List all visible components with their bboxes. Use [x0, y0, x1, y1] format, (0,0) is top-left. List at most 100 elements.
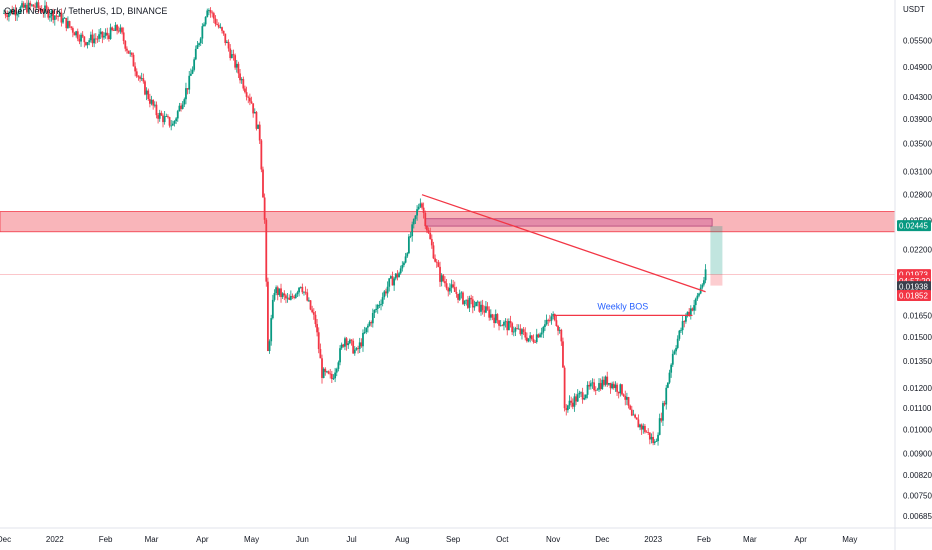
candle-body	[494, 314, 497, 324]
position-target-zone[interactable]	[710, 226, 723, 275]
candle-body	[180, 105, 182, 109]
candle-body	[585, 394, 587, 399]
candle-body	[517, 328, 520, 330]
candle-body	[704, 269, 707, 281]
candle-body	[357, 348, 359, 350]
candle-body	[139, 76, 141, 79]
candle-body	[403, 262, 405, 266]
candle-body	[214, 18, 217, 25]
candle-body	[593, 382, 596, 391]
candle-body	[201, 26, 204, 39]
candle-body	[160, 112, 163, 116]
price-tick-label: 0.05500	[903, 37, 932, 46]
candle-body	[640, 424, 643, 430]
candle-body	[665, 387, 668, 405]
candle-body	[653, 441, 656, 444]
order-block[interactable]	[424, 218, 713, 227]
candle-body	[58, 12, 61, 17]
candle-body	[616, 384, 618, 392]
candle-body	[693, 305, 696, 311]
candle-body	[89, 34, 92, 41]
candle-body	[639, 424, 641, 428]
candle-body	[142, 78, 145, 82]
candle-body	[339, 348, 341, 363]
candle-body	[634, 414, 636, 418]
candle-body	[540, 332, 543, 335]
price-badge-label: 0.01938	[899, 283, 928, 292]
candle-body	[462, 292, 464, 305]
candle-body	[224, 33, 227, 43]
candle-body	[119, 27, 122, 32]
candle-body	[589, 383, 592, 387]
candle-body	[222, 30, 225, 34]
candle-body	[263, 197, 266, 220]
candle-body	[691, 308, 694, 311]
candle-body	[153, 104, 156, 106]
candle-body	[553, 314, 556, 321]
candle-body	[157, 115, 159, 119]
candle-body	[668, 372, 671, 383]
candle-body	[560, 329, 563, 342]
candle-body	[507, 321, 510, 331]
time-axis[interactable]: Dec 2022 Feb Mar Apr May Jun Jul Aug Sep Oct Nov Dec…	[0, 527, 932, 544]
candle-body	[452, 284, 455, 288]
candle-body	[226, 41, 228, 43]
candle-body	[388, 278, 391, 287]
candle-body	[398, 273, 400, 278]
candle-body	[291, 296, 294, 297]
candle-body	[219, 27, 222, 29]
candle-body	[73, 32, 76, 36]
candle-body	[519, 328, 522, 335]
time-tick-label: Jul	[346, 535, 356, 544]
candle-body	[76, 31, 79, 39]
candle-body	[448, 287, 451, 292]
candle-body	[162, 115, 164, 123]
candle-body	[648, 432, 651, 440]
candle-body	[144, 81, 146, 95]
price-tick-label: 0.01350	[903, 357, 932, 366]
candle-body	[558, 329, 561, 331]
candle-body	[399, 268, 402, 274]
candle-body	[85, 42, 87, 46]
candle-body	[655, 441, 658, 442]
candle-body	[330, 373, 333, 380]
candle-body	[191, 69, 194, 74]
candle-body	[148, 99, 151, 104]
candle-body	[112, 30, 115, 31]
candle-body	[248, 97, 251, 102]
candle-body	[644, 425, 646, 432]
candle-body	[583, 398, 586, 400]
candle-body	[170, 125, 173, 127]
candle-body	[342, 344, 345, 347]
price-axis[interactable]: 0.05500 0.04900 0.04300 0.03900 0.03500 0.031…	[894, 0, 932, 550]
candle-body	[371, 313, 374, 324]
candle-body	[19, 7, 22, 14]
candle-body	[55, 15, 58, 17]
candle-body	[186, 88, 189, 90]
candle-body	[483, 310, 486, 313]
candle-body	[703, 280, 705, 285]
price-tick-label: 0.03900	[903, 115, 932, 124]
candle-body	[455, 291, 458, 294]
candle-body	[117, 30, 120, 32]
candle-body	[434, 258, 437, 262]
candle-body	[299, 286, 302, 288]
candle-body	[437, 262, 440, 267]
candle-body	[132, 54, 135, 67]
time-tick-label: May	[842, 535, 857, 544]
time-tick-label: Jun	[296, 535, 309, 544]
candle-body	[124, 41, 127, 49]
descending-trendline[interactable]	[421, 194, 706, 293]
time-tick-label: Feb	[697, 535, 711, 544]
candle-body	[275, 287, 278, 294]
candle-body	[447, 288, 450, 292]
price-badge-label: 0.02445	[899, 222, 928, 231]
candle-body	[412, 218, 415, 225]
position-stop-zone[interactable]	[710, 274, 723, 286]
candle-body	[521, 329, 523, 335]
time-tick-label: 2022	[46, 535, 64, 544]
candle-body	[173, 121, 176, 124]
candle-body	[499, 325, 502, 327]
candle-body	[121, 27, 123, 33]
